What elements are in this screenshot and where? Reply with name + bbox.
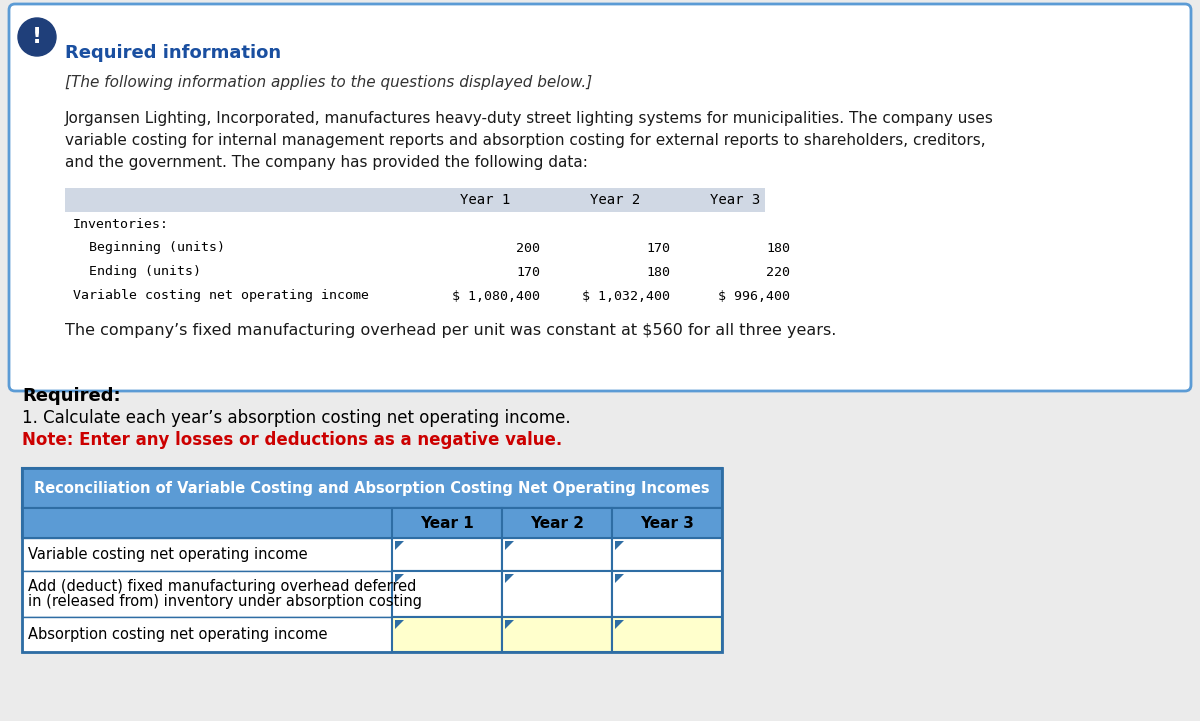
Polygon shape [505,574,514,583]
Text: 170: 170 [646,242,670,255]
Text: Year 3: Year 3 [640,516,694,531]
Polygon shape [395,574,404,583]
Polygon shape [395,620,404,629]
Polygon shape [616,541,624,550]
Text: Year 2: Year 2 [590,193,640,207]
Polygon shape [616,574,624,583]
Text: Note: Enter any losses or deductions as a negative value.: Note: Enter any losses or deductions as … [22,431,563,449]
Bar [22,468,722,508]
Bar [392,508,502,538]
Text: Variable costing net operating income: Variable costing net operating income [73,290,370,303]
Text: $ 1,032,400: $ 1,032,400 [582,290,670,303]
Text: Required:: Required: [22,387,121,405]
Bar [612,538,722,571]
Text: Absorption costing net operating income: Absorption costing net operating income [28,627,328,642]
Text: Inventories:: Inventories: [73,218,169,231]
Polygon shape [616,620,624,629]
Bar [502,617,612,652]
Bar [22,538,392,571]
Bar [612,617,722,652]
Bar [22,508,722,538]
Text: 180: 180 [646,265,670,278]
Text: Year 1: Year 1 [420,516,474,531]
Text: [The following information applies to the questions displayed below.]: [The following information applies to th… [65,74,593,89]
FancyBboxPatch shape [10,4,1190,391]
Bar [392,571,502,617]
Text: Add (deduct) fixed manufacturing overhead deferred: Add (deduct) fixed manufacturing overhea… [28,579,416,594]
Bar [22,571,392,617]
Bar [65,188,766,212]
Circle shape [18,18,56,56]
Text: Year 2: Year 2 [530,516,584,531]
Bar [502,571,612,617]
Polygon shape [505,541,514,550]
Text: Reconciliation of Variable Costing and Absorption Costing Net Operating Incomes: Reconciliation of Variable Costing and A… [34,480,710,495]
Polygon shape [505,620,514,629]
Text: 1. Calculate each year’s absorption costing net operating income.: 1. Calculate each year’s absorption cost… [22,409,571,427]
Bar [22,617,392,652]
Text: The company’s fixed manufacturing overhead per unit was constant at $560 for all: The company’s fixed manufacturing overhe… [65,322,836,337]
Text: 220: 220 [766,265,790,278]
Text: Jorgansen Lighting, Incorporated, manufactures heavy-duty street lighting system: Jorgansen Lighting, Incorporated, manufa… [65,110,994,125]
Polygon shape [395,541,404,550]
Text: 180: 180 [766,242,790,255]
Text: Beginning (units): Beginning (units) [73,242,226,255]
Text: Required information: Required information [65,44,281,62]
Text: 200: 200 [516,242,540,255]
Text: Ending (units): Ending (units) [73,265,202,278]
Text: Variable costing net operating income: Variable costing net operating income [28,547,307,562]
Text: variable costing for internal management reports and absorption costing for exte: variable costing for internal management… [65,133,985,148]
Text: $ 996,400: $ 996,400 [718,290,790,303]
Bar [502,508,612,538]
Bar [392,617,502,652]
Text: Year 3: Year 3 [710,193,760,207]
Bar [502,538,612,571]
Text: 170: 170 [516,265,540,278]
Bar [612,571,722,617]
Bar [612,508,722,538]
Text: and the government. The company has provided the following data:: and the government. The company has prov… [65,154,588,169]
Text: $ 1,080,400: $ 1,080,400 [452,290,540,303]
Bar [22,468,722,652]
Text: in (released from) inventory under absorption costing: in (released from) inventory under absor… [28,594,422,609]
Text: Year 1: Year 1 [460,193,510,207]
Text: !: ! [32,27,42,47]
Bar [392,538,502,571]
